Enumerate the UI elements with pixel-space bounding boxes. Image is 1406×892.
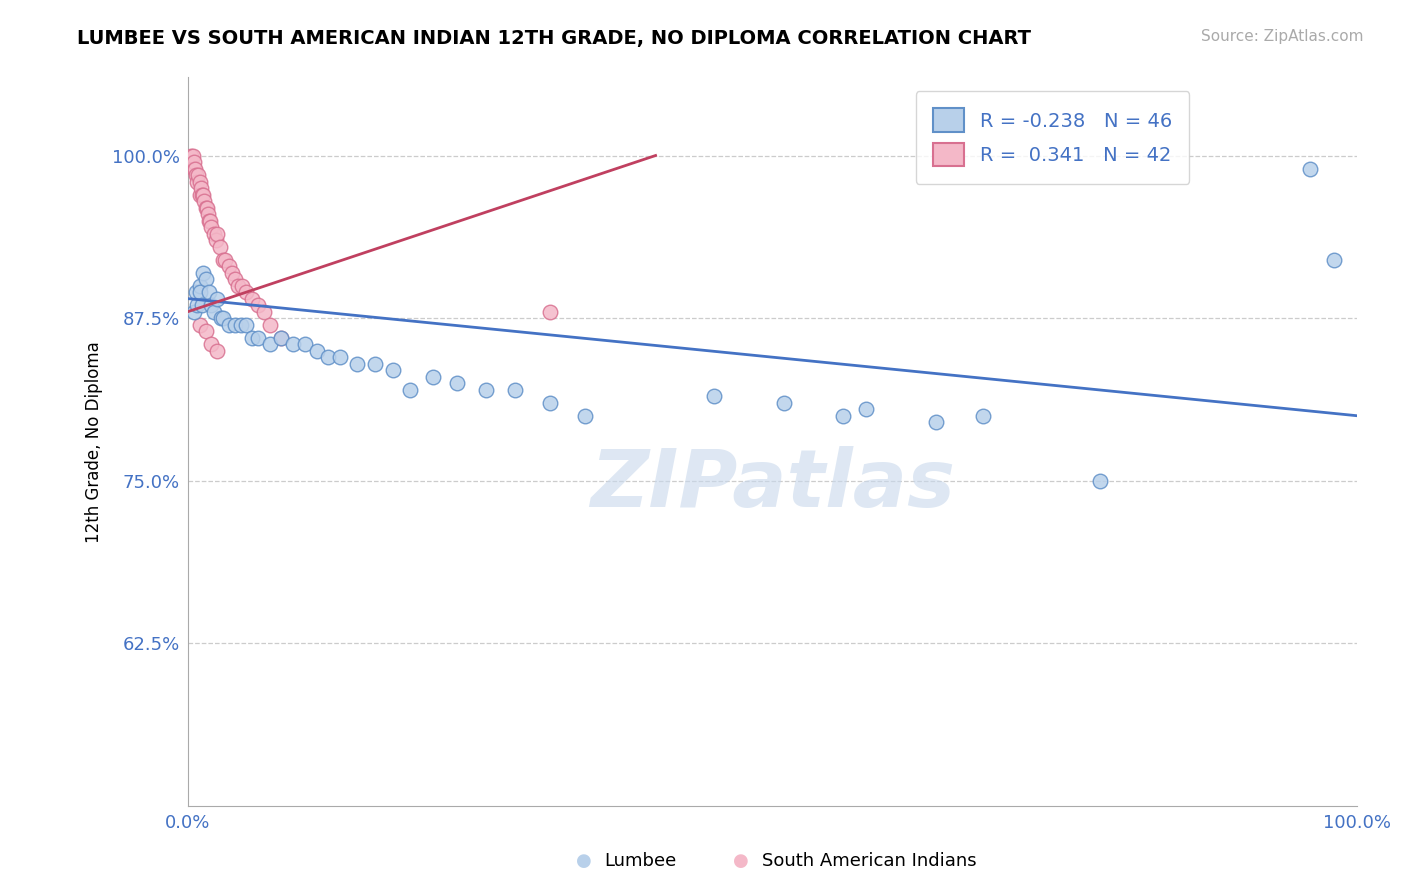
Text: Lumbee: Lumbee	[605, 852, 676, 870]
Point	[181, 148, 204, 162]
Point	[183, 161, 205, 176]
Point	[270, 331, 292, 345]
Point	[183, 155, 205, 169]
Point	[195, 201, 218, 215]
Point	[205, 292, 228, 306]
Point	[475, 383, 498, 397]
Point	[188, 175, 211, 189]
Point	[187, 168, 209, 182]
Point	[503, 383, 526, 397]
Point	[253, 304, 276, 318]
Point	[214, 252, 236, 267]
Point	[186, 168, 208, 182]
Point	[190, 181, 212, 195]
Point	[831, 409, 853, 423]
Text: Source: ZipAtlas.com: Source: ZipAtlas.com	[1201, 29, 1364, 44]
Point	[194, 272, 217, 286]
Point	[202, 304, 225, 318]
Point	[198, 285, 221, 299]
Point	[346, 357, 368, 371]
Point	[191, 298, 214, 312]
Text: ZIPatlas: ZIPatlas	[591, 447, 955, 524]
Point	[191, 187, 214, 202]
Point	[240, 331, 263, 345]
Point	[221, 266, 243, 280]
Point	[773, 395, 796, 409]
Point	[208, 239, 231, 253]
Point	[1088, 474, 1111, 488]
Text: ●: ●	[733, 852, 749, 870]
Point	[235, 318, 257, 332]
Text: ●: ●	[575, 852, 592, 870]
Point	[240, 292, 263, 306]
Point	[925, 415, 948, 429]
Point	[283, 337, 305, 351]
Point	[202, 227, 225, 241]
Point	[218, 318, 240, 332]
Point	[446, 376, 468, 391]
Point	[855, 402, 877, 417]
Point	[200, 337, 222, 351]
Point	[183, 304, 205, 318]
Point	[200, 298, 222, 312]
Point	[193, 194, 215, 208]
Point	[205, 343, 228, 358]
Point	[364, 357, 387, 371]
Point	[972, 409, 994, 423]
Point	[184, 161, 207, 176]
Point	[188, 285, 211, 299]
Point	[229, 318, 252, 332]
Text: South American Indians: South American Indians	[762, 852, 977, 870]
Point	[188, 187, 211, 202]
Point	[186, 175, 208, 189]
Point	[200, 220, 222, 235]
Point	[294, 337, 316, 351]
Point	[180, 148, 202, 162]
Point	[198, 213, 221, 227]
Point	[259, 318, 281, 332]
Point	[205, 227, 228, 241]
Point	[1299, 161, 1322, 176]
Point	[212, 311, 235, 326]
Point	[316, 350, 339, 364]
Point	[329, 350, 352, 364]
Point	[226, 278, 249, 293]
Point	[188, 318, 211, 332]
Point	[305, 343, 328, 358]
Point	[198, 213, 221, 227]
Point	[188, 278, 211, 293]
Point	[224, 318, 246, 332]
Point	[247, 331, 270, 345]
Point	[224, 272, 246, 286]
Point	[194, 324, 217, 338]
Point	[538, 304, 561, 318]
Y-axis label: 12th Grade, No Diploma: 12th Grade, No Diploma	[86, 341, 103, 542]
Point	[381, 363, 404, 377]
Point	[191, 266, 214, 280]
Point	[235, 285, 257, 299]
Point	[703, 389, 725, 403]
Point	[399, 383, 422, 397]
Point	[259, 337, 281, 351]
Point	[191, 187, 214, 202]
Point	[194, 201, 217, 215]
Point	[1323, 252, 1346, 267]
Point	[205, 233, 228, 247]
Point	[186, 298, 208, 312]
Point	[212, 252, 235, 267]
Point	[422, 369, 444, 384]
Point	[209, 311, 232, 326]
Point	[218, 259, 240, 273]
Point	[270, 331, 292, 345]
Point	[186, 285, 208, 299]
Point	[231, 278, 253, 293]
Text: LUMBEE VS SOUTH AMERICAN INDIAN 12TH GRADE, NO DIPLOMA CORRELATION CHART: LUMBEE VS SOUTH AMERICAN INDIAN 12TH GRA…	[77, 29, 1032, 47]
Point	[247, 298, 270, 312]
Legend: R = -0.238   N = 46, R =  0.341   N = 42: R = -0.238 N = 46, R = 0.341 N = 42	[915, 91, 1189, 184]
Point	[538, 395, 561, 409]
Point	[197, 207, 219, 221]
Point	[574, 409, 596, 423]
